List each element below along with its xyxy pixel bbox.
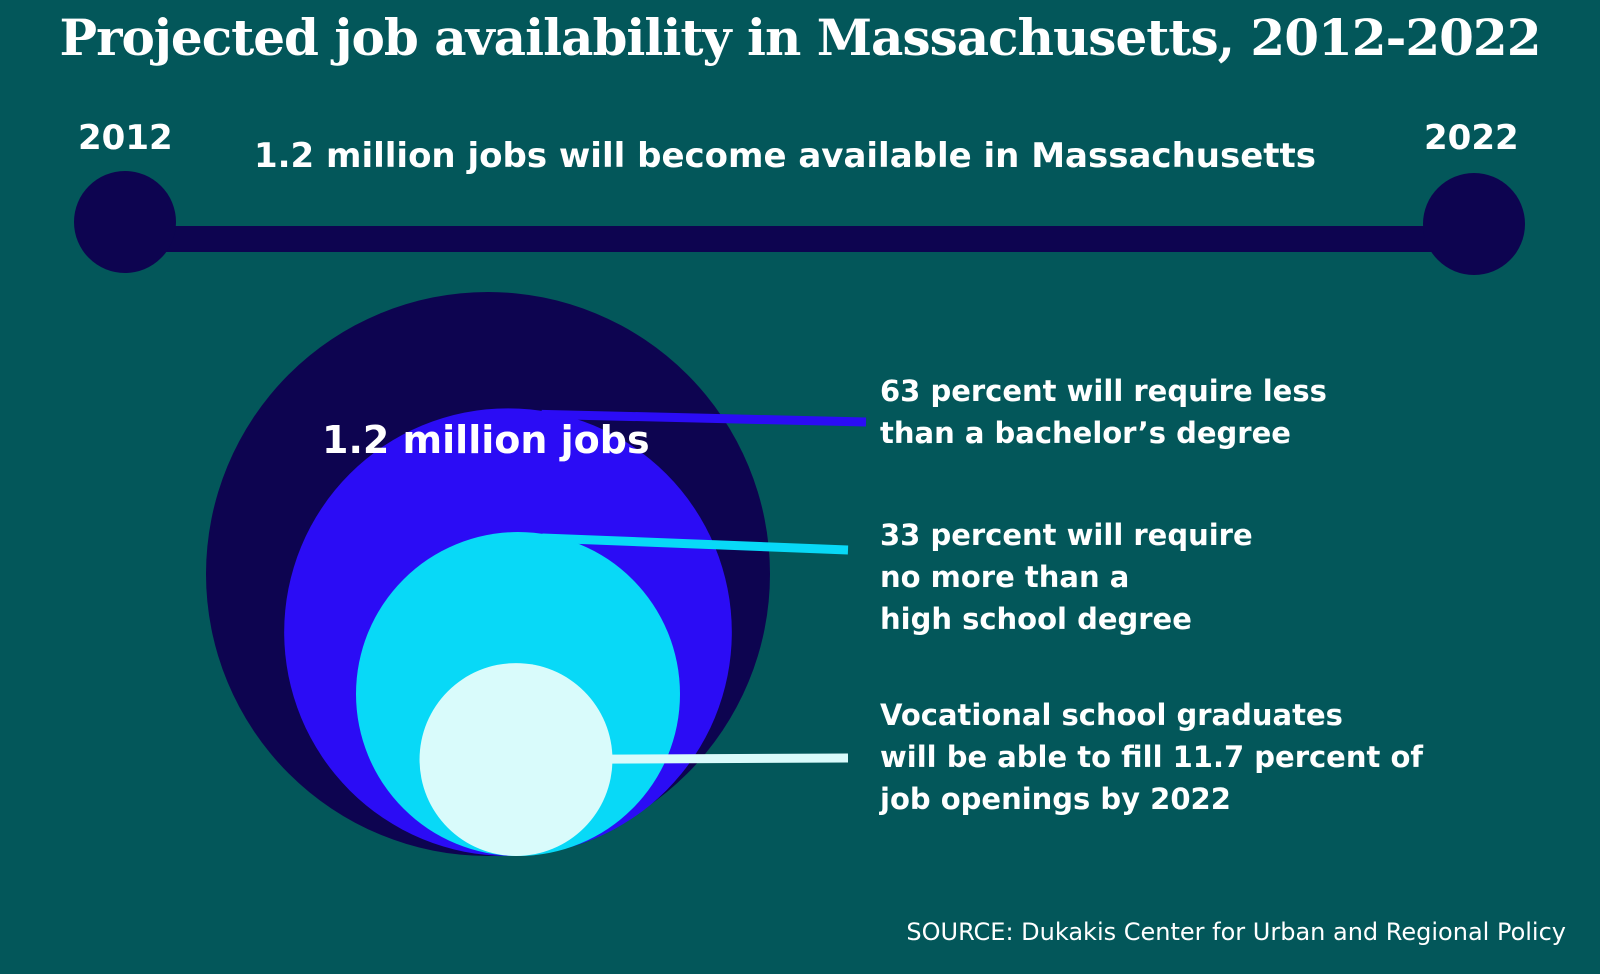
timeline-end-dot xyxy=(1423,173,1525,275)
bubble-group xyxy=(206,292,770,857)
chart-title: Projected job availability in Massachuse… xyxy=(59,8,1542,67)
leader-lines xyxy=(515,409,867,765)
callout-line: no more than a xyxy=(880,560,1130,594)
timeline xyxy=(74,171,1525,275)
timeline-start-dot xyxy=(74,171,176,273)
callout-high-school: 33 percent will require no more than a h… xyxy=(880,514,1253,640)
callout-line: job openings by 2022 xyxy=(880,782,1231,816)
callout-vocational: Vocational school graduates will be able… xyxy=(880,694,1423,820)
leader-vocational xyxy=(515,753,849,765)
timeline-end-year: 2022 xyxy=(1424,118,1519,158)
callout-line: Vocational school graduates xyxy=(880,698,1343,732)
callout-line: than a bachelor’s degree xyxy=(880,416,1291,450)
leader-high-school xyxy=(542,533,849,555)
leader-bachelors xyxy=(541,409,867,427)
callout-line: will be able to fill 11.7 percent of xyxy=(880,740,1423,774)
timeline-headline: 1.2 million jobs will become available i… xyxy=(253,136,1317,176)
callout-line: 63 percent will require less xyxy=(880,374,1327,408)
timeline-start-year: 2012 xyxy=(78,118,173,158)
callout-bachelors: 63 percent will require less than a bach… xyxy=(880,370,1327,454)
source-note: SOURCE: Dukakis Center for Urban and Reg… xyxy=(906,918,1566,946)
callout-line: 33 percent will require xyxy=(880,518,1253,552)
callout-line: high school degree xyxy=(880,602,1192,636)
total-jobs-label: 1.2 million jobs xyxy=(322,418,650,462)
timeline-bar xyxy=(125,226,1475,252)
